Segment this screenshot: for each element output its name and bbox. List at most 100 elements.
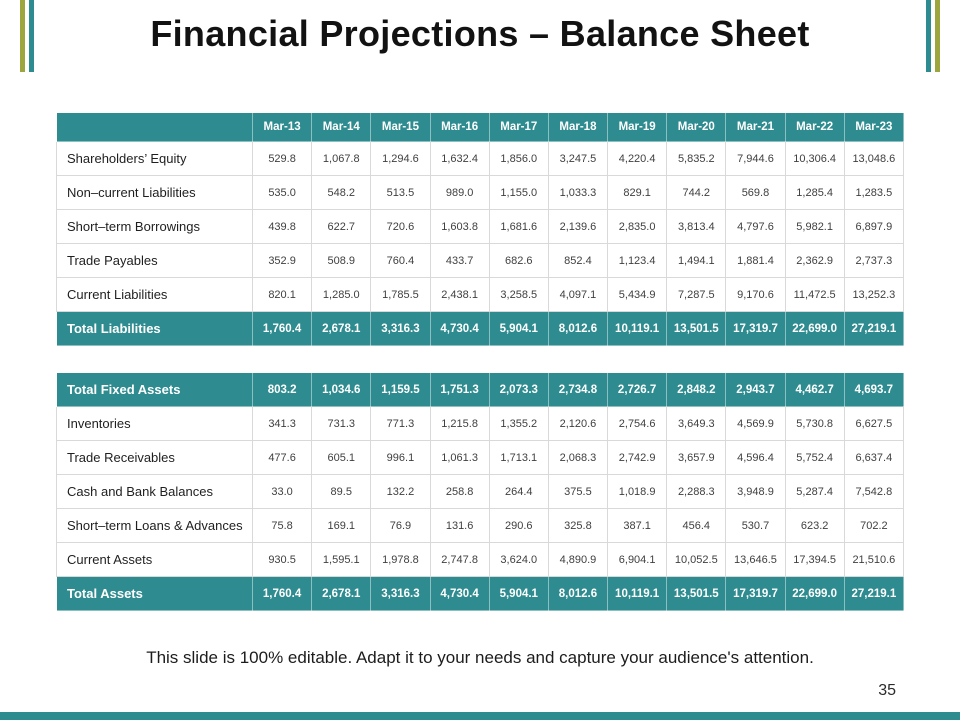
cell-value: 1,155.0	[488, 175, 549, 210]
balance-sheet-table: Mar-13 Mar-14 Mar-15 Mar-16 Mar-17 Mar-18 Mar-…	[56, 112, 905, 611]
cell-value: 852.4	[547, 243, 609, 278]
cell-value: 744.2	[666, 175, 727, 210]
cell-value: 8,012.6	[547, 311, 609, 346]
column-header: Mar-23	[843, 112, 905, 142]
cell-value: 3,316.3	[370, 576, 431, 611]
cell-value: 1,033.3	[547, 175, 609, 210]
top-right-olive-accent-bar	[935, 0, 940, 72]
cell-value: 5,730.8	[784, 406, 845, 441]
table-row: Cash and Bank Balances 33.0 89.5 132.2 258.8…	[56, 474, 905, 509]
cell-value: 3,813.4	[666, 209, 727, 244]
cell-value: 1,751.3	[429, 372, 490, 407]
cell-value: 2,139.6	[547, 209, 609, 244]
total-row: Total Assets 1,760.4 2,678.1 3,316.3 4,730.4…	[56, 576, 905, 611]
total-row: Total Fixed Assets 803.2 1,034.6 1,159.5 1,7…	[56, 372, 905, 407]
cell-value: 731.3	[311, 406, 372, 441]
column-header: Mar-18	[547, 112, 609, 142]
cell-value: 2,068.3	[547, 440, 609, 475]
column-header: Mar-14	[311, 112, 372, 142]
cell-value: 13,048.6	[843, 141, 905, 176]
cell-value: 1,123.4	[607, 243, 668, 278]
page-title: Financial Projections – Balance Sheet	[150, 13, 810, 54]
cell-value	[489, 345, 549, 373]
cell-value	[430, 345, 490, 373]
cell-value: 17,319.7	[725, 576, 786, 611]
column-header: Mar-15	[370, 112, 431, 142]
cell-value: 803.2	[251, 372, 313, 407]
cell-value: 1,283.5	[843, 175, 905, 210]
cell-value: 4,890.9	[547, 542, 609, 577]
cell-value: 2,734.8	[547, 372, 609, 407]
cell-value: 1,595.1	[311, 542, 372, 577]
cell-value: 169.1	[311, 508, 372, 543]
cell-value: 530.7	[725, 508, 786, 543]
top-right-teal-accent-bar	[926, 0, 931, 72]
cell-value: 7,287.5	[666, 277, 727, 312]
cell-value: 325.8	[547, 508, 609, 543]
cell-value: 264.4	[488, 474, 549, 509]
cell-value: 2,943.7	[725, 372, 786, 407]
page-number: 35	[878, 682, 896, 699]
cell-value: 820.1	[251, 277, 313, 312]
table-row: Current Liabilities 820.1 1,285.0 1,785.5 2,…	[56, 277, 905, 312]
cell-value: 5,904.1	[488, 576, 549, 611]
row-label: Trade Payables	[56, 243, 253, 278]
cell-value: 2,120.6	[547, 406, 609, 441]
cell-value: 131.6	[429, 508, 490, 543]
cell-value: 930.5	[251, 542, 313, 577]
cell-value: 22,699.0	[784, 311, 845, 346]
cell-value: 375.5	[547, 474, 609, 509]
cell-value: 513.5	[370, 175, 431, 210]
cell-value: 535.0	[251, 175, 313, 210]
cell-value: 9,170.6	[725, 277, 786, 312]
row-label: Non–current Liabilities	[56, 175, 253, 210]
cell-value: 4,596.4	[725, 440, 786, 475]
cell-value: 1,681.6	[488, 209, 549, 244]
cell-value: 13,501.5	[666, 576, 727, 611]
cell-value: 1,355.2	[488, 406, 549, 441]
cell-value: 829.1	[607, 175, 668, 210]
cell-value	[725, 345, 786, 373]
table-row: Trade Payables 352.9 508.9 760.4 433.7 682.6 8…	[56, 243, 905, 278]
cell-value: 3,624.0	[488, 542, 549, 577]
cell-value: 989.0	[429, 175, 490, 210]
cell-value: 5,752.4	[784, 440, 845, 475]
cell-value: 7,944.6	[725, 141, 786, 176]
cell-value: 13,501.5	[666, 311, 727, 346]
cell-value: 10,306.4	[784, 141, 845, 176]
cell-value: 1,632.4	[429, 141, 490, 176]
cell-value: 1,881.4	[725, 243, 786, 278]
row-label: Trade Receivables	[56, 440, 253, 475]
cell-value: 4,097.1	[547, 277, 609, 312]
table-row: Shareholders’ Equity 529.8 1,067.8 1,294.6 1…	[56, 141, 905, 176]
cell-value: 5,835.2	[666, 141, 727, 176]
cell-value: 2,848.2	[666, 372, 727, 407]
row-label	[56, 345, 253, 373]
cell-value: 771.3	[370, 406, 431, 441]
column-header: Mar-17	[488, 112, 549, 142]
cell-value	[370, 345, 431, 373]
cell-value: 1,785.5	[370, 277, 431, 312]
top-left-teal-accent-bar	[29, 0, 34, 72]
cell-value: 1,856.0	[488, 141, 549, 176]
column-header: Mar-19	[607, 112, 668, 142]
cell-value: 7,542.8	[843, 474, 905, 509]
cell-value: 2,288.3	[666, 474, 727, 509]
cell-value: 1,285.4	[784, 175, 845, 210]
cell-value: 11,472.5	[784, 277, 845, 312]
cell-value: 433.7	[429, 243, 490, 278]
cell-value	[666, 345, 726, 373]
cell-value: 605.1	[311, 440, 372, 475]
cell-value: 3,258.5	[488, 277, 549, 312]
column-header: Mar-13	[251, 112, 313, 142]
cell-value: 4,462.7	[784, 372, 845, 407]
footer-note: This slide is 100% editable. Adapt it to…	[146, 648, 814, 667]
cell-value: 352.9	[251, 243, 313, 278]
cell-value: 290.6	[488, 508, 549, 543]
cell-value: 89.5	[311, 474, 372, 509]
cell-value: 4,693.7	[843, 372, 905, 407]
cell-value: 33.0	[251, 474, 313, 509]
cell-value: 529.8	[251, 141, 313, 176]
column-header: Mar-20	[666, 112, 727, 142]
